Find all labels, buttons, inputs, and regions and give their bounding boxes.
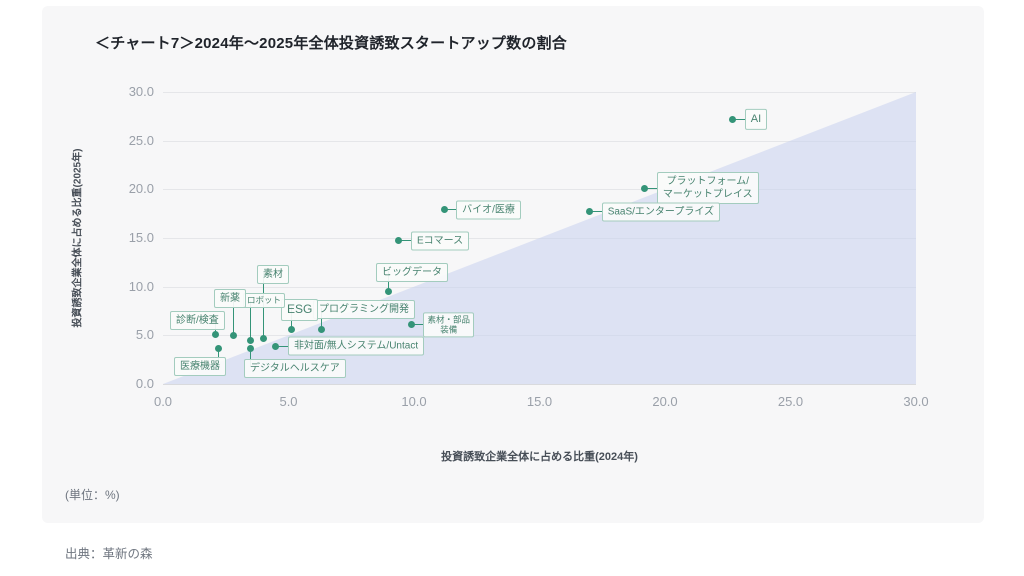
data-point xyxy=(247,345,255,353)
gridline xyxy=(163,92,916,93)
gridline xyxy=(163,140,916,142)
point-label: 非対面/無人システム/Untact xyxy=(287,336,425,356)
data-point xyxy=(212,330,220,338)
y-tick-label: 30.0 xyxy=(128,84,154,99)
gridline xyxy=(163,189,916,191)
label-connector xyxy=(589,211,602,213)
data-point xyxy=(247,336,255,344)
x-tick-label: 0.0 xyxy=(153,394,173,409)
x-tick-label: 30.0 xyxy=(903,394,929,409)
label-connector xyxy=(644,187,657,189)
point-label: ESG xyxy=(281,299,319,321)
label-connector xyxy=(275,345,288,347)
point-label-line: プログラミング開発 xyxy=(319,304,409,315)
y-tick-label: 10.0 xyxy=(128,278,154,294)
data-point xyxy=(259,334,267,342)
y-tick-label: 20.0 xyxy=(128,181,154,197)
label-connector xyxy=(444,209,457,211)
point-label-line: プラットフォーム/ xyxy=(666,176,749,188)
label-connector xyxy=(398,240,411,242)
point-label-line: ESG xyxy=(287,302,313,316)
x-tick-label: 10.0 xyxy=(401,394,427,409)
point-label: 医療機器 xyxy=(174,357,226,376)
point-label-line: SaaS/エンタープライズ xyxy=(607,206,715,218)
label-connector xyxy=(250,348,252,367)
point-label-line: Eコマース xyxy=(416,235,464,247)
point-label-line: AI xyxy=(750,113,762,126)
point-label: 素材 xyxy=(257,265,289,284)
point-label-line: ロボット xyxy=(247,295,282,305)
y-axis-title: 投資誘致企業全体に占める比重(2025年) xyxy=(72,148,84,328)
point-label-line: ビッグデータ xyxy=(382,267,442,278)
point-label-line: 装備 xyxy=(440,324,458,335)
x-tick-label: 5.0 xyxy=(279,394,298,409)
data-point xyxy=(229,331,237,339)
label-connector xyxy=(217,348,219,365)
label-connector xyxy=(411,324,424,326)
point-label-line: 素材・部品 xyxy=(427,314,470,324)
point-label: 新薬 xyxy=(214,289,246,308)
plot-area: AI プラットフォーム/マーケットプレイス SaaS/エンタープライズ バイオ/医療 E… xyxy=(163,92,916,385)
label-connector xyxy=(732,118,745,120)
chart-title: ＜チャート7＞2024年〜2025年全体投資誘致スタートアップ数の割合 xyxy=(95,35,567,52)
point-label: AI xyxy=(744,109,768,130)
data-point xyxy=(272,342,280,350)
point-label: 診断/検査 xyxy=(170,311,225,330)
y-tick-label: 0.0 xyxy=(135,376,154,391)
data-point xyxy=(214,345,222,353)
point-label: ビッグデータ xyxy=(376,263,448,282)
gridline xyxy=(163,384,916,385)
x-tick-label: 20.0 xyxy=(652,394,678,409)
point-label-line: マーケットプレイス xyxy=(662,189,753,201)
point-label: プログラミング開発 xyxy=(313,300,415,319)
point-label-line: デジタルヘルスケア xyxy=(250,363,340,374)
label-connector xyxy=(250,301,252,341)
point-label: デジタルヘルスケア xyxy=(244,359,346,378)
point-label: プラットフォーム/マーケットプレイス xyxy=(656,172,759,205)
y-tick-label: 5.0 xyxy=(135,327,154,343)
point-label-line: 診断/検査 xyxy=(176,315,219,326)
data-point xyxy=(641,184,649,192)
data-point xyxy=(586,208,594,216)
data-point xyxy=(440,206,448,214)
point-label-line: 新薬 xyxy=(220,293,240,304)
label-connector xyxy=(232,297,234,336)
point-label: Eコマース xyxy=(410,231,470,251)
data-point xyxy=(385,288,393,296)
data-point xyxy=(407,321,415,329)
data-point xyxy=(729,115,737,123)
point-label: 素材・部品 装備 xyxy=(423,312,474,338)
unit-note: (単位：%) xyxy=(65,488,120,502)
point-label: バイオ/医療 xyxy=(456,200,521,220)
point-label: SaaS/エンタープライズ xyxy=(601,202,721,222)
x-tick-label: 25.0 xyxy=(777,394,804,409)
y-tick-label: 15.0 xyxy=(128,230,154,245)
data-point xyxy=(317,325,325,333)
data-point xyxy=(395,237,403,245)
x-tick-label: 15.0 xyxy=(526,394,553,409)
source-note: 出典：革新の森 xyxy=(65,547,153,561)
point-label-line: 医療機器 xyxy=(180,361,220,372)
x-axis-title: 投資誘致企業全体に占める比重(2024年) xyxy=(441,451,638,463)
y-tick-label: 25.0 xyxy=(128,132,154,148)
point-label-line: 素材 xyxy=(263,269,283,280)
point-label-line: バイオ/医療 xyxy=(462,204,515,216)
point-label-line: 非対面/無人システム/Untact xyxy=(293,340,419,352)
point-label: ロボット xyxy=(243,293,286,308)
data-point xyxy=(287,325,295,333)
